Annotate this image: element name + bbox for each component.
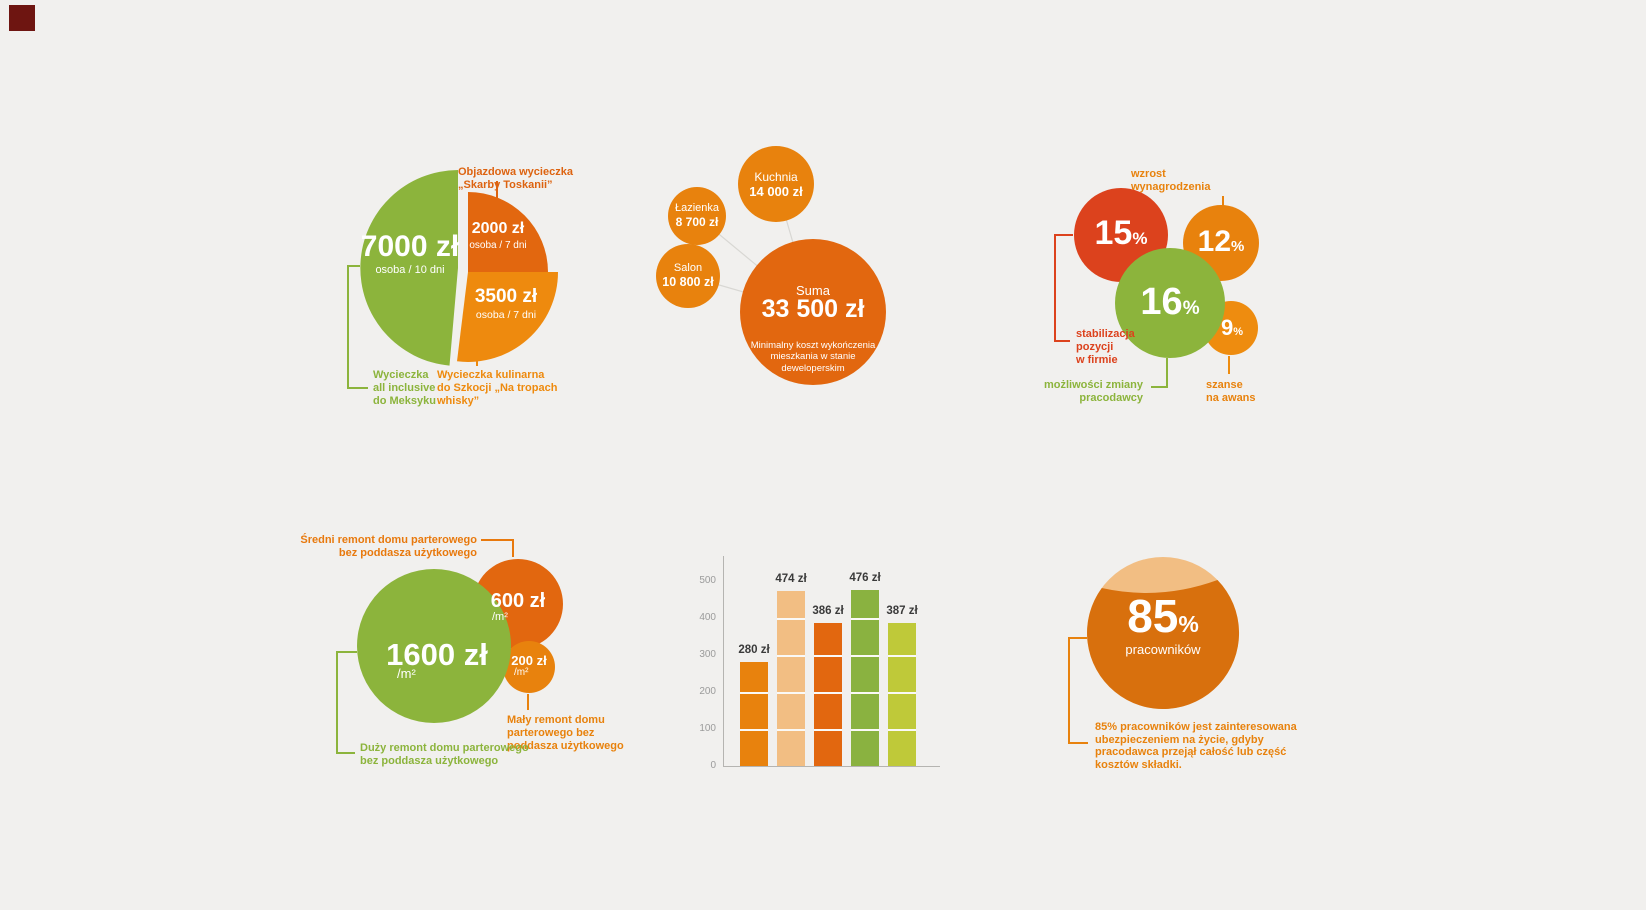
bubble-lazienka-value: 8 700 zł bbox=[675, 215, 719, 229]
gauge-sub: pracowników bbox=[1125, 642, 1201, 657]
pie-value-mexico: 7000 zł bbox=[360, 230, 460, 263]
bar-2 bbox=[777, 590, 805, 766]
bubble-200-value: 200 zł bbox=[511, 653, 547, 668]
bubble-1600-value: 1600 zł bbox=[386, 637, 488, 672]
corner-mark bbox=[9, 5, 35, 31]
bracket-stabilizacja bbox=[1054, 234, 1073, 342]
label-wzrost: wzrost wynagrodzenia bbox=[1131, 168, 1211, 193]
gauge-pct-sign: % bbox=[1178, 611, 1199, 637]
pct-9-sign: % bbox=[1233, 326, 1244, 338]
label-zmiana: możliwości zmiany pracodawcy bbox=[1043, 379, 1143, 404]
pct-15-sign: % bbox=[1132, 229, 1148, 248]
bubble-200-unit: /m² bbox=[514, 667, 529, 678]
insurance-note: 85% pracowników jest zainteresowana ubez… bbox=[1095, 721, 1297, 771]
bubble-suma-note: Minimalny koszt wykończenia mieszkania w… bbox=[750, 340, 876, 374]
pct-12: 12% bbox=[1171, 227, 1271, 257]
label-stabilizacja: stabilizacja pozycji w firmie bbox=[1076, 328, 1135, 366]
pie-unit-scotland: osoba / 7 dni bbox=[475, 309, 537, 321]
bubble-200 bbox=[503, 641, 555, 693]
gauge-circle-fill bbox=[1087, 580, 1240, 710]
bubble-1600 bbox=[357, 569, 511, 723]
bubble-kuchnia-value: 14 000 zł bbox=[749, 184, 803, 199]
pct-16-sign: % bbox=[1182, 298, 1200, 319]
bar-value-label: 387 zł bbox=[886, 604, 918, 617]
pct-12-sign: % bbox=[1231, 238, 1245, 255]
pie-label-tuscany: Objazdowa wycieczka „Skarby Toskanii” bbox=[458, 166, 573, 191]
label-sredni: Średni remont domu parterowego bez podda… bbox=[300, 534, 477, 559]
pie-slice-mexico bbox=[360, 170, 458, 366]
bubble-600-value: 600 zł bbox=[490, 590, 546, 612]
elbow-zmiana bbox=[1151, 358, 1168, 388]
pct-12-number: 12 bbox=[1197, 225, 1232, 258]
y-axis-tick-label: 100 bbox=[699, 723, 716, 734]
pie-value-scotland: 3500 zł bbox=[474, 286, 538, 307]
pie-label-scotland: Wycieczka kulinarna do Szkocji „Na tropa… bbox=[437, 369, 558, 407]
pie-unit-tuscany: osoba / 7 dni bbox=[469, 240, 527, 251]
y-axis-tick-label: 0 bbox=[710, 760, 716, 771]
pct-15-number: 15 bbox=[1094, 214, 1133, 252]
bar-1 bbox=[740, 662, 768, 766]
bar-value-label: 280 zł bbox=[738, 644, 770, 657]
elbow-sredni bbox=[481, 539, 514, 557]
gauge-pct-number: 85 bbox=[1127, 590, 1179, 642]
bubble-lazienka bbox=[668, 187, 726, 245]
bubble-600-unit: /m² bbox=[492, 611, 508, 623]
bubble-kuchnia-name: Kuchnia bbox=[754, 170, 798, 184]
pie-slice-tuscany bbox=[468, 192, 548, 272]
bar-chart-plot: 0 100 200 300 400 500 280 zł 474 zł 386 zł 476 zł… bbox=[699, 556, 940, 771]
bar-value-label: 474 zł bbox=[775, 572, 807, 585]
bubble-16pct bbox=[1115, 248, 1225, 358]
pie-unit-mexico: osoba / 10 dni bbox=[375, 264, 445, 276]
y-axis-tick-label: 500 bbox=[699, 575, 716, 586]
label-awans: szanse na awans bbox=[1206, 379, 1256, 404]
pct-9: 9% bbox=[1197, 317, 1267, 339]
label-maly: Mały remont domu parterowego bez poddasz… bbox=[507, 714, 624, 752]
pct-9-number: 9 bbox=[1220, 315, 1234, 340]
pie-slice-scotland bbox=[457, 272, 558, 362]
gauge-pct: 85% bbox=[1083, 593, 1243, 639]
pct-16: 16% bbox=[1120, 283, 1220, 321]
bubble-1600-unit: /m² bbox=[397, 666, 416, 681]
bracket-mexico bbox=[347, 265, 368, 389]
y-axis-tick-label: 300 bbox=[699, 649, 716, 660]
bubble-suma-value: 33 500 zł bbox=[761, 295, 865, 323]
pct-15: 15% bbox=[1071, 216, 1171, 250]
y-axis-tick-label: 400 bbox=[699, 612, 716, 623]
bubble-kuchnia bbox=[738, 146, 814, 222]
pct-16-number: 16 bbox=[1140, 281, 1183, 323]
bubble-salon-name: Salon bbox=[673, 262, 703, 274]
bubble-suma-name: Suma bbox=[796, 283, 830, 298]
bar-3 bbox=[814, 623, 842, 766]
bar-value-label: 386 zł bbox=[812, 605, 844, 618]
pie-value-tuscany: 2000 zł bbox=[471, 220, 525, 237]
bracket-duzy bbox=[336, 651, 357, 754]
bracket-insurance bbox=[1068, 637, 1088, 744]
bar-5 bbox=[888, 622, 916, 766]
bubble-salon bbox=[656, 244, 720, 308]
bubble-lazienka-name: Łazienka bbox=[674, 202, 720, 214]
bar-value-label: 476 zł bbox=[849, 571, 881, 584]
bubble-suma bbox=[740, 239, 886, 385]
y-axis-tick-label: 200 bbox=[699, 686, 716, 697]
bar-4 bbox=[851, 589, 879, 766]
pie-label-mexico: Wycieczka all inclusive do Meksyku bbox=[373, 369, 436, 407]
label-duzy: Duży remont domu parterowego bez poddasz… bbox=[360, 742, 529, 767]
bubble-salon-value: 10 800 zł bbox=[662, 275, 714, 289]
